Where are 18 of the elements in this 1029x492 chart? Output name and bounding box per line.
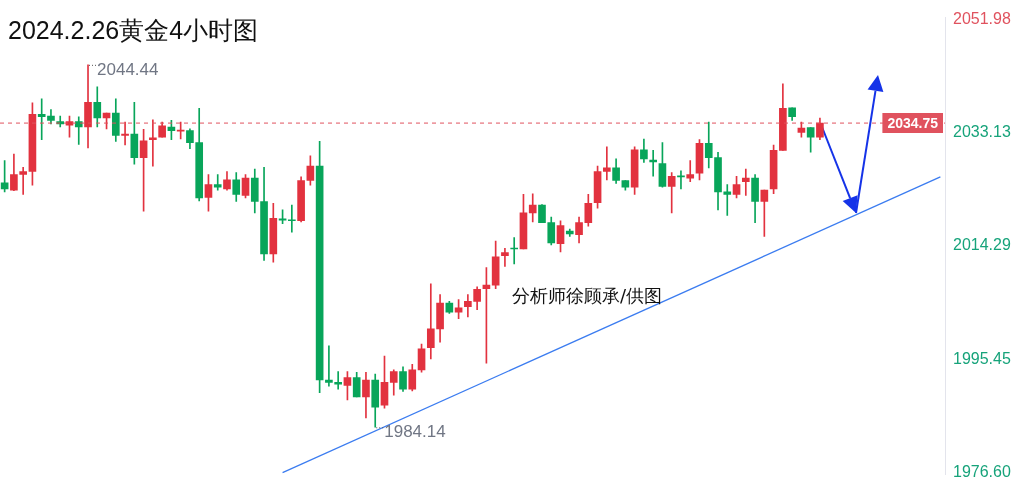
candlestick <box>121 121 129 146</box>
candlestick <box>501 248 509 267</box>
annotation: 分析师徐顾承/供图 <box>512 284 663 306</box>
candlestick <box>686 160 695 183</box>
candlestick <box>723 184 732 216</box>
ref-line-label: 2034.75 <box>887 114 939 131</box>
annotation: 1984.14 <box>384 421 446 441</box>
y-tick-label: 1976.60 <box>953 463 1011 480</box>
candlestick <box>603 146 611 181</box>
candlestick <box>288 204 296 233</box>
candlestick <box>741 168 750 196</box>
chart-title: 2024.2.26黄金4小时图 <box>8 15 259 46</box>
candlestick <box>213 174 222 191</box>
annotation: 2044.44 <box>97 60 159 80</box>
y-tick-label: 2014.29 <box>953 236 1011 254</box>
y-tick-label: 2051.98 <box>953 9 1011 27</box>
y-tick-label: 2033.13 <box>953 123 1011 141</box>
y-tick-label: 1995.45 <box>953 349 1011 367</box>
